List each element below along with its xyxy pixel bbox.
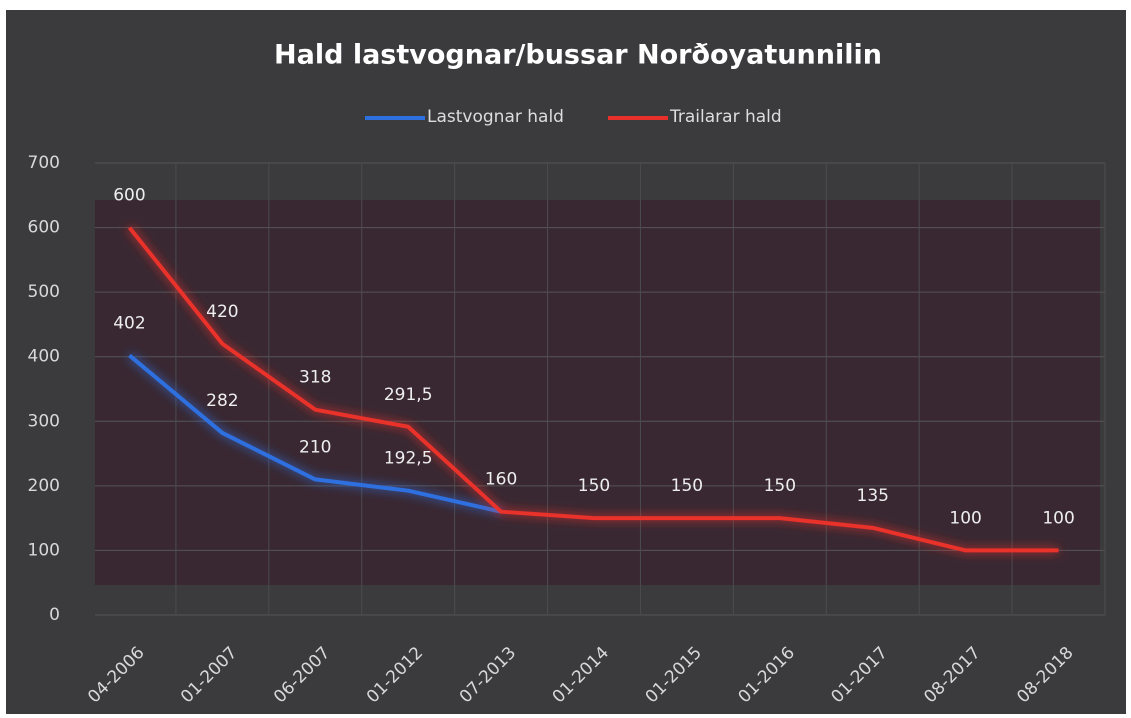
y-tick-label: 0 bbox=[49, 605, 60, 625]
data-label: 150 bbox=[578, 476, 610, 496]
data-label: 318 bbox=[299, 368, 331, 388]
series-line bbox=[128, 353, 502, 514]
legend-label: Lastvognar hald bbox=[427, 107, 564, 127]
y-tick-label: 600 bbox=[28, 218, 60, 238]
y-tick-label: 300 bbox=[28, 411, 60, 431]
y-tick-label: 400 bbox=[28, 347, 60, 367]
data-label: 100 bbox=[1042, 508, 1074, 528]
data-label: 600 bbox=[113, 186, 145, 206]
data-label: 420 bbox=[206, 302, 238, 322]
data-label: 135 bbox=[857, 486, 889, 506]
data-label: 150 bbox=[764, 476, 796, 496]
chart-title: Hald lastvognar/bussar Norðoyatunnilin bbox=[274, 40, 882, 71]
data-label: 150 bbox=[671, 476, 703, 496]
y-tick-label: 500 bbox=[28, 282, 60, 302]
data-label: 160 bbox=[485, 470, 517, 490]
y-tick-label: 700 bbox=[28, 153, 60, 173]
data-label: 291,5 bbox=[384, 385, 433, 405]
data-label: 100 bbox=[949, 508, 981, 528]
data-label: 282 bbox=[206, 391, 238, 411]
y-tick-label: 100 bbox=[28, 540, 60, 560]
plot-shade bbox=[95, 200, 1100, 585]
legend-label: Trailarar hald bbox=[669, 107, 782, 127]
y-tick-label: 200 bbox=[28, 476, 60, 496]
data-label: 210 bbox=[299, 437, 331, 457]
data-label: 402 bbox=[113, 313, 145, 333]
data-label: 192,5 bbox=[384, 449, 433, 469]
series-line bbox=[127, 226, 1059, 553]
